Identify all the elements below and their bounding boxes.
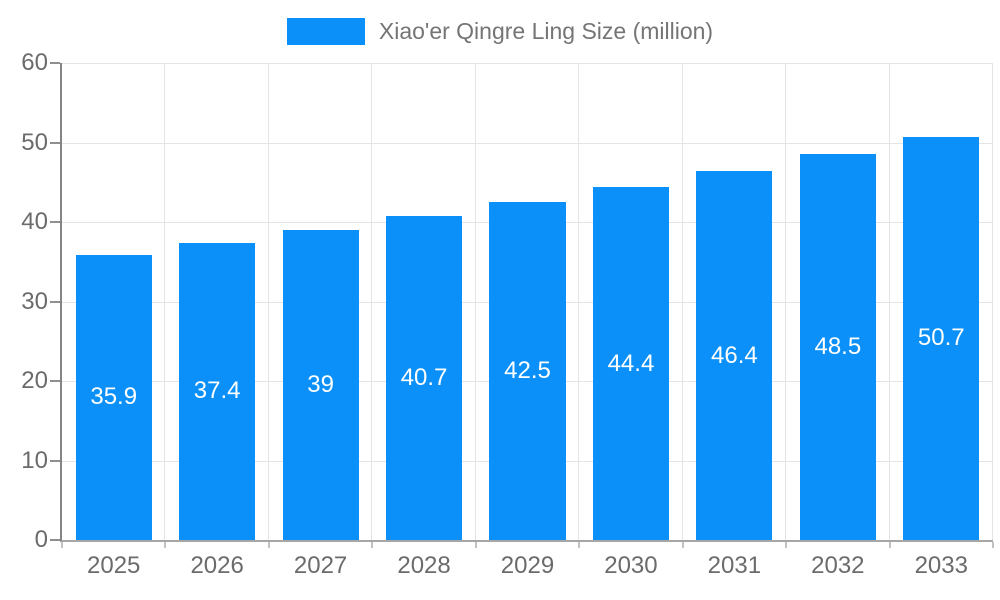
x-axis-label: 2033 [914, 552, 968, 579]
legend-label: Xiao'er Qingre Ling Size (million) [378, 18, 714, 44]
x-axis-tick [61, 542, 63, 548]
plot-area: 0 10 20 30 40 50 60 35.9 2025 37.4 2026 39 2027 40.7 2… [21, 51, 994, 578]
x-axis-tick [475, 542, 477, 548]
bar[interactable]: 37.4 [179, 242, 256, 540]
bar[interactable]: 40.7 [386, 216, 463, 540]
bar-value-label: 35.9 [90, 383, 138, 411]
y-axis-tick [50, 300, 60, 303]
x-axis-tick [785, 542, 787, 548]
gridline-vertical [164, 63, 165, 540]
bar-value-label: 39 [307, 370, 334, 398]
bar[interactable]: 48.5 [799, 154, 876, 540]
y-axis-label: 40 [21, 208, 48, 235]
x-axis-tick [992, 542, 994, 548]
x-axis-label: 2032 [811, 552, 865, 579]
x-axis-label: 2026 [190, 552, 244, 579]
bar-value-label: 48.5 [814, 333, 862, 361]
x-axis-label: 2029 [500, 552, 555, 579]
bar[interactable]: 46.4 [696, 171, 773, 540]
x-axis-tick [164, 542, 166, 548]
bar[interactable]: 35.9 [75, 254, 152, 540]
x-axis-tick [682, 542, 684, 548]
gridline-vertical [992, 63, 993, 540]
x-axis-label: 2027 [293, 552, 348, 579]
bar-value-label: 50.7 [917, 324, 965, 352]
y-axis-label: 20 [21, 367, 48, 394]
x-axis-label: 2031 [707, 552, 762, 579]
x-axis-tick [371, 542, 373, 548]
bar[interactable]: 44.4 [592, 187, 669, 540]
y-axis-tick [50, 62, 60, 64]
gridline-vertical [785, 63, 786, 540]
bar[interactable]: 50.7 [903, 136, 980, 540]
x-axis-label: 2030 [604, 552, 658, 579]
legend-swatch[interactable] [286, 18, 365, 45]
y-axis-tick [50, 380, 60, 382]
x-axis-label: 2028 [397, 552, 451, 579]
gridline-vertical [682, 63, 683, 540]
gridline-horizontal [62, 63, 993, 64]
gridline-horizontal [62, 142, 993, 144]
y-axis-tick [50, 141, 60, 144]
bar-value-label: 40.7 [400, 364, 448, 392]
x-axis-label: 2025 [87, 552, 141, 579]
y-axis-tick [50, 459, 60, 462]
gridline-vertical [268, 63, 269, 540]
gridline-vertical [371, 63, 372, 540]
gridline-vertical [578, 63, 579, 540]
gridline-vertical [475, 63, 476, 540]
y-axis-label: 0 [34, 526, 48, 553]
bar-value-label: 37.4 [193, 377, 241, 405]
bar[interactable]: 39 [282, 229, 359, 540]
y-axis-label: 50 [21, 128, 48, 156]
y-axis-tick [50, 221, 60, 223]
bar[interactable]: 42.5 [489, 202, 566, 540]
bar-value-label: 44.4 [607, 349, 655, 377]
y-axis-label: 60 [21, 49, 48, 76]
bar-value-label: 42.5 [504, 357, 551, 385]
y-axis-tick [50, 539, 60, 541]
y-axis-label: 10 [21, 446, 48, 474]
legend[interactable]: Xiao'er Qingre Ling Size (million) [0, 18, 1000, 45]
x-axis-tick [268, 542, 270, 548]
bar-value-label: 46.4 [711, 341, 758, 369]
gridline-vertical [889, 63, 890, 540]
x-axis-tick [889, 542, 891, 548]
y-axis-label: 30 [21, 287, 48, 315]
x-axis-tick [578, 542, 580, 548]
